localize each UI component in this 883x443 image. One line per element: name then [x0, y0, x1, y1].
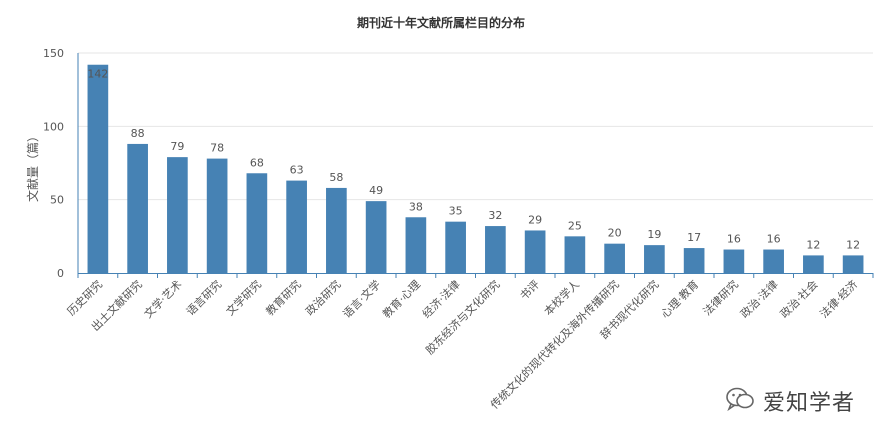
- x-tick-label: 文学研究: [223, 277, 264, 318]
- data-label: 38: [409, 200, 423, 213]
- bar: [246, 173, 268, 273]
- data-label: 79: [170, 140, 184, 153]
- data-label: 16: [727, 233, 741, 246]
- x-tick-label: 政治研究: [302, 277, 343, 318]
- y-tick-label: 150: [43, 47, 64, 60]
- data-label: 78: [210, 142, 224, 155]
- bar: [286, 180, 307, 273]
- data-label: 17: [687, 231, 701, 244]
- data-label: 12: [806, 238, 820, 251]
- x-tick-label: 心理·教育: [658, 277, 701, 320]
- bar: [445, 221, 466, 273]
- x-tick-label: 法律研究: [700, 277, 741, 318]
- bar: [206, 158, 228, 273]
- y-tick-label: 0: [57, 267, 64, 280]
- x-tick-label: 语言·文学: [340, 277, 383, 320]
- data-labels: 142 88 79 78 68 63 58 49 38 35 32 29 25 20 19 17 16 16 12 1…: [87, 68, 860, 252]
- y-tick-label: 50: [50, 194, 64, 207]
- bar: [604, 243, 625, 273]
- data-label: 142: [87, 68, 108, 81]
- wechat-icon: [725, 386, 755, 416]
- x-tick-label: 本校学人: [541, 277, 582, 318]
- bars: [87, 64, 864, 273]
- bar: [485, 226, 506, 273]
- data-label: 25: [568, 219, 582, 232]
- data-label: 19: [647, 228, 661, 241]
- y-axis-label: 文献量（篇）: [25, 130, 40, 202]
- bar: [326, 187, 347, 273]
- data-label: 16: [767, 233, 781, 246]
- watermark: 爱知学者: [725, 385, 855, 417]
- bar: [127, 143, 148, 273]
- data-label: 88: [131, 127, 145, 140]
- bar: [365, 201, 387, 273]
- x-tick-label: 书评: [517, 278, 542, 303]
- data-label: 29: [528, 213, 542, 226]
- chart-title: 期刊近十年文献所属栏目的分布: [357, 15, 525, 30]
- bar: [763, 249, 784, 273]
- bar: [564, 236, 586, 273]
- watermark-text: 爱知学者: [762, 391, 855, 416]
- x-tick-label: 历史研究: [64, 277, 105, 318]
- y-tick-label: 100: [43, 120, 64, 133]
- x-tick-label: 法律·经济: [817, 277, 860, 320]
- x-tick-label: 文学·艺术: [141, 277, 184, 320]
- x-tick-label: 教育研究: [263, 277, 304, 318]
- bar: [683, 248, 705, 273]
- bar: [803, 255, 824, 273]
- bar: [167, 157, 188, 273]
- bar: [723, 249, 745, 273]
- data-label: 32: [488, 209, 502, 222]
- grid-lines: [78, 52, 873, 201]
- data-label: 35: [449, 205, 463, 218]
- bar: [405, 217, 427, 273]
- bar: [842, 255, 864, 273]
- data-label: 49: [369, 184, 383, 197]
- bar: [524, 230, 546, 273]
- x-tick-label: 教育·心理: [380, 277, 423, 320]
- x-tick-label: 语言研究: [183, 277, 224, 318]
- data-label: 63: [290, 164, 304, 177]
- x-tick-label: 胶东经济与文化研究: [423, 277, 503, 357]
- x-tick-label: 政治·社会: [777, 277, 820, 320]
- data-label: 58: [329, 171, 343, 184]
- data-label: 12: [846, 238, 860, 251]
- x-tick-label: 政治·法律: [737, 277, 780, 320]
- data-label: 20: [608, 227, 622, 240]
- bar: [87, 64, 109, 273]
- bar: [644, 245, 665, 273]
- data-label: 68: [250, 156, 264, 169]
